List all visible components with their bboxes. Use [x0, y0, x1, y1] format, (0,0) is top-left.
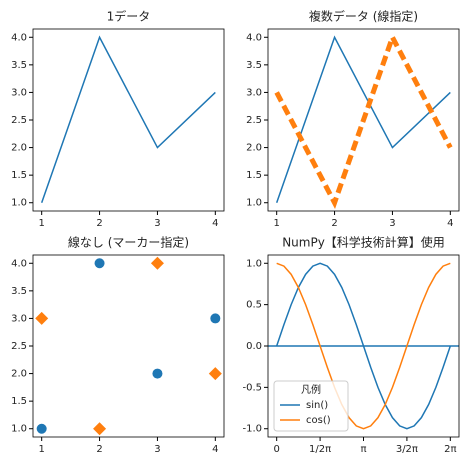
marker	[152, 368, 163, 379]
y-tick-label: 3.5	[11, 286, 27, 297]
x-tick-label: π	[360, 444, 366, 455]
y-tick-label: -0.5	[242, 382, 262, 393]
y-tick-label: 1.0	[11, 198, 27, 209]
y-tick-label: -1.0	[242, 424, 262, 435]
subplot: NumPy【科学技術計算】使用 0 1/2π π 3/2π 2π -1.0 -0.5 0.0 0.…	[242, 235, 460, 455]
y-tick-label: 1.5	[246, 170, 262, 181]
subplot: 複数データ (線指定) 1 2 3 4 1.0 1.5 2.0 2.5 3.0 3.5 4.0	[246, 9, 460, 229]
plot-area	[35, 256, 222, 436]
y-tick-label: 1.0	[11, 424, 27, 435]
legend-label: sin()	[306, 400, 328, 411]
y-tick-label: 4.0	[246, 32, 262, 43]
y-tick-label: 2.5	[246, 115, 262, 126]
marker	[94, 258, 105, 269]
x-tick-label: 2	[331, 218, 337, 229]
y-tick-label: 1.0	[246, 258, 262, 269]
marker	[208, 367, 222, 381]
legend: 凡例 sin() cos()	[273, 380, 349, 432]
chart-title: 1データ	[107, 9, 151, 24]
y-tick-label: 2.5	[11, 341, 27, 352]
x-tick-label: 4	[212, 444, 218, 455]
y-tick-label: 2.0	[11, 143, 27, 154]
plot-area	[268, 262, 459, 430]
y-tick-label: 3.0	[11, 87, 27, 98]
x-tick-label: 0	[273, 444, 279, 455]
line-series	[40, 35, 216, 203]
chart-title: NumPy【科学技術計算】使用	[282, 235, 445, 250]
axes-frame	[267, 28, 460, 212]
x-tick-label: 3/2π	[396, 444, 418, 455]
plot-area	[274, 31, 453, 209]
axes-frame	[32, 28, 225, 212]
axes-frame	[32, 254, 225, 438]
y-tick-label: 3.5	[11, 60, 27, 71]
x-tick-label: 4	[212, 218, 218, 229]
y-tick-label: 1.5	[11, 170, 27, 181]
x-tick-label: 1/2π	[309, 444, 331, 455]
line-series	[275, 262, 452, 430]
y-tick-label: 4.0	[11, 258, 27, 269]
x-tick-label: 4	[447, 218, 453, 229]
marker	[35, 311, 49, 325]
axes-frame	[267, 254, 460, 438]
chart-title: 線なし (マーカー指定)	[68, 235, 189, 250]
subplot: 1データ 1 2 3 4 1.0 1.5 2.0 2.5 3.0 3.5 4.0	[11, 9, 225, 229]
x-tick-label: 1	[38, 444, 44, 455]
x-tick-label: 2	[96, 218, 102, 229]
x-tick-label: 1	[273, 218, 279, 229]
chart-title: 複数データ (線指定)	[309, 9, 418, 24]
legend-box	[273, 380, 349, 432]
legend-title: 凡例	[301, 383, 321, 396]
y-tick-label: 1.0	[246, 198, 262, 209]
x-tick-label: 2	[96, 444, 102, 455]
marker	[93, 422, 107, 436]
x-tick-label: 2π	[444, 444, 456, 455]
x-tick-label: 3	[154, 444, 160, 455]
y-tick-label: 3.0	[246, 87, 262, 98]
y-tick-label: 3.0	[11, 313, 27, 324]
y-tick-label: 1.5	[11, 396, 27, 407]
y-tick-label: 2.0	[246, 143, 262, 154]
y-tick-label: 0.0	[246, 341, 262, 352]
marker	[210, 313, 221, 324]
legend-label: cos()	[306, 415, 331, 426]
y-tick-label: 2.0	[11, 369, 27, 380]
marker	[150, 256, 164, 270]
subplot: 線なし (マーカー指定) 1 2 3 4 1.0 1.5 2.0 2.5 3.0 3.5 4.0	[11, 235, 225, 455]
x-tick-label: 1	[38, 218, 44, 229]
line-series	[275, 35, 451, 203]
x-tick-label: 3	[389, 218, 395, 229]
y-tick-label: 3.5	[246, 60, 262, 71]
x-tick-label: 3	[154, 218, 160, 229]
line-series	[276, 262, 451, 430]
plot-area	[40, 35, 216, 203]
y-tick-label: 0.5	[246, 300, 262, 311]
y-tick-label: 2.5	[11, 115, 27, 126]
line-series	[274, 31, 453, 209]
y-tick-label: 4.0	[11, 32, 27, 43]
marker	[36, 423, 47, 434]
